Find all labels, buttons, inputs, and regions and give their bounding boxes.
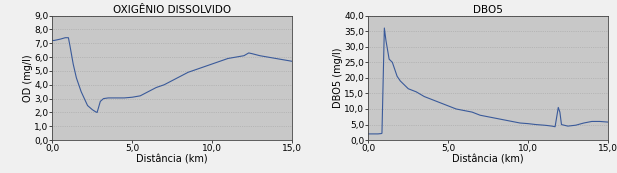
Y-axis label: DBO5 (mg/l): DBO5 (mg/l): [333, 48, 343, 108]
X-axis label: Distância (km): Distância (km): [452, 155, 524, 165]
Title: DBO5: DBO5: [473, 5, 503, 15]
Title: OXIGÊNIO DISSOLVIDO: OXIGÊNIO DISSOLVIDO: [113, 5, 231, 15]
Y-axis label: OD (mg/l): OD (mg/l): [23, 54, 33, 102]
X-axis label: Distância (km): Distância (km): [136, 155, 208, 165]
